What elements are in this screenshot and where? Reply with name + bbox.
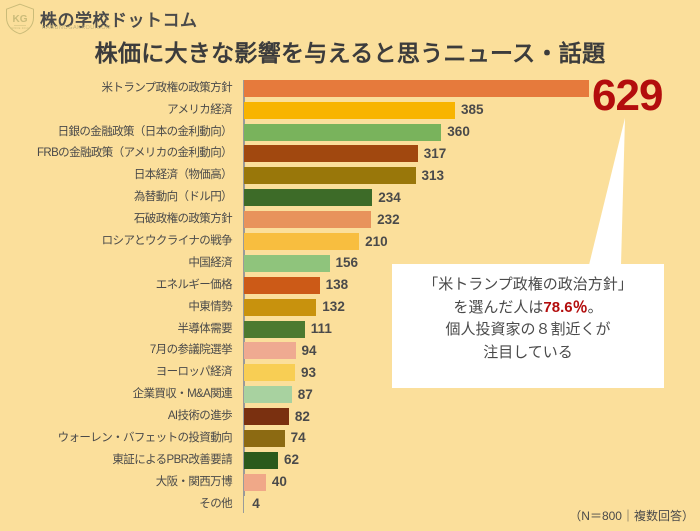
- svg-text:SINCE 2013: SINCE 2013: [11, 26, 29, 30]
- svg-text:KG: KG: [13, 14, 28, 25]
